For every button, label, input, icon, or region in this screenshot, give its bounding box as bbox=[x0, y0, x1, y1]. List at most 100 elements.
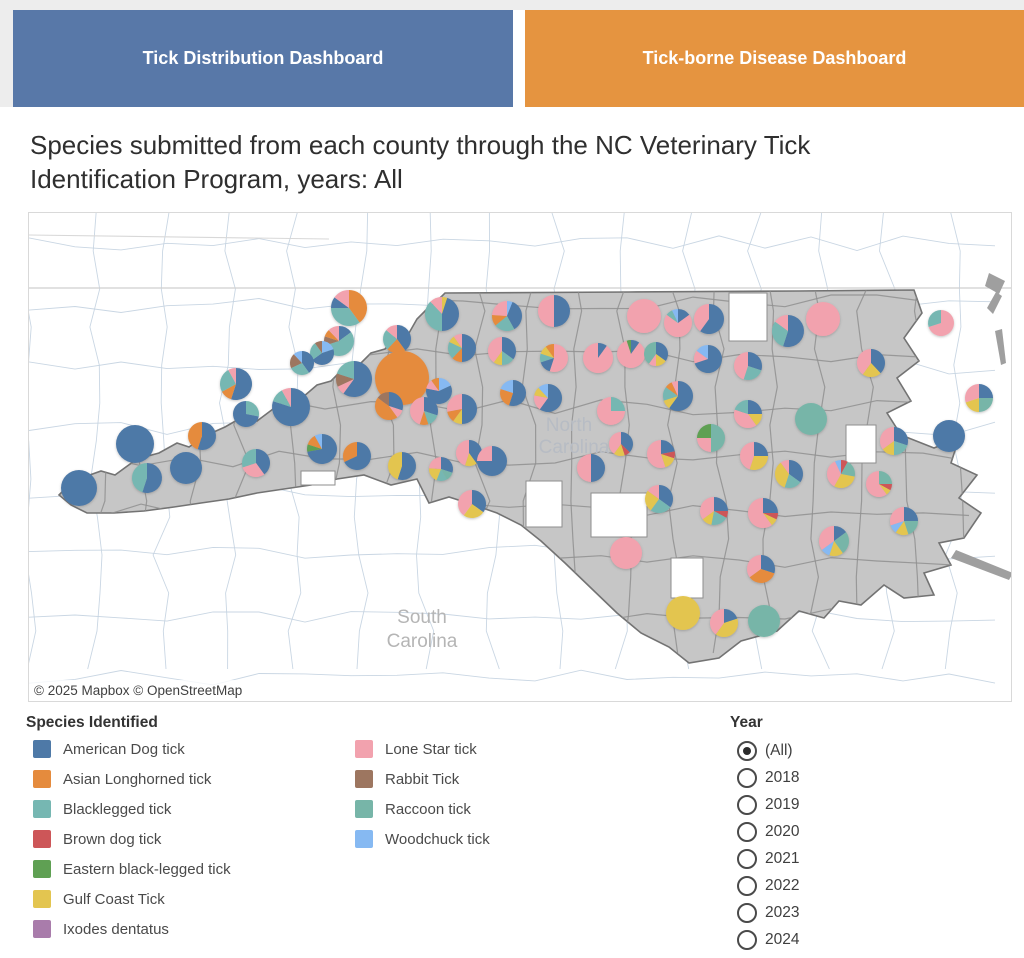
pie-slice-adt[interactable] bbox=[678, 309, 690, 323]
pie-slice-lst[interactable] bbox=[697, 438, 711, 452]
legend-item-lst[interactable]: Lone Star tick bbox=[355, 740, 490, 758]
pie-slice-gct[interactable] bbox=[882, 441, 894, 455]
pie-slice-adt[interactable] bbox=[904, 507, 918, 521]
pie-slice-adt[interactable] bbox=[724, 609, 738, 623]
county-pie[interactable] bbox=[627, 299, 661, 333]
pie-slice-blt[interactable] bbox=[772, 321, 788, 347]
pie-slice-blt[interactable] bbox=[382, 330, 397, 350]
pie-slice-wct[interactable] bbox=[696, 345, 708, 359]
pie-slice-lst[interactable] bbox=[386, 325, 397, 339]
pie-slice-adt[interactable] bbox=[424, 397, 438, 416]
pie-slice-alt[interactable] bbox=[492, 315, 507, 326]
county-pie[interactable] bbox=[272, 388, 311, 426]
pie-slice-alt[interactable] bbox=[307, 435, 322, 449]
county-pie[interactable] bbox=[806, 302, 840, 336]
county-pie[interactable] bbox=[856, 349, 886, 378]
legend-item-gct[interactable]: Gulf Coast Tick bbox=[33, 890, 231, 908]
pie-slice-adt[interactable] bbox=[389, 392, 403, 411]
county-pie[interactable] bbox=[188, 422, 217, 450]
legend-item-wct[interactable]: Woodchuck tick bbox=[355, 830, 490, 848]
pie-slice-adt[interactable] bbox=[933, 420, 965, 452]
county-pie[interactable] bbox=[772, 315, 804, 347]
pie-slice-gct[interactable] bbox=[663, 396, 678, 409]
pie-slice-adt[interactable] bbox=[540, 358, 554, 372]
county-pie[interactable] bbox=[748, 605, 780, 637]
pie-slice-blt[interactable] bbox=[540, 353, 554, 363]
county-pie[interactable] bbox=[866, 471, 892, 497]
pie-slice-wct[interactable] bbox=[835, 460, 841, 474]
pie-slice-adt[interactable] bbox=[197, 422, 217, 450]
county-pie[interactable] bbox=[335, 361, 373, 398]
pie-slice-adt[interactable] bbox=[748, 400, 762, 414]
pie-slice-lst[interactable] bbox=[447, 394, 462, 412]
pie-slice-gct[interactable] bbox=[749, 456, 768, 470]
county-pie[interactable] bbox=[577, 454, 605, 482]
pie-slice-rct[interactable] bbox=[644, 342, 656, 364]
pie-slice-lst[interactable] bbox=[426, 380, 439, 391]
pie-slice-gct[interactable] bbox=[388, 452, 402, 480]
pie-slice-lst[interactable] bbox=[856, 349, 871, 375]
pie-slice-adt[interactable] bbox=[441, 457, 453, 473]
county-pie[interactable] bbox=[382, 325, 412, 354]
county-pie[interactable] bbox=[388, 452, 417, 480]
county-pie[interactable] bbox=[693, 304, 724, 334]
pie-slice-adt[interactable] bbox=[834, 526, 847, 541]
pie-slice-lst[interactable] bbox=[734, 352, 748, 380]
pie-slice-adt[interactable] bbox=[694, 345, 723, 373]
pie-slice-alt[interactable] bbox=[500, 388, 513, 406]
pie-slice-adt[interactable] bbox=[631, 340, 640, 354]
pie-slice-alt[interactable] bbox=[387, 339, 406, 354]
pie-slice-wct[interactable] bbox=[821, 541, 834, 556]
pie-slice-lst[interactable] bbox=[965, 384, 979, 403]
pie-slice-gct[interactable] bbox=[834, 474, 855, 488]
pie-slice-wct[interactable] bbox=[322, 341, 334, 353]
pie-slice-lst[interactable] bbox=[734, 409, 757, 429]
pie-slice-lst[interactable] bbox=[646, 440, 666, 468]
pie-slice-adt[interactable] bbox=[669, 381, 693, 411]
year-radio-2023[interactable]: 2023 bbox=[737, 902, 799, 923]
pie-slice-lst[interactable] bbox=[928, 310, 955, 336]
pie-slice-adt[interactable] bbox=[472, 490, 487, 513]
pie-slice-bdt[interactable] bbox=[841, 460, 848, 474]
legend-item-blt[interactable]: Blacklegged tick bbox=[33, 800, 231, 818]
county-pie[interactable] bbox=[289, 351, 314, 376]
pie-slice-adt[interactable] bbox=[508, 380, 527, 406]
pie-slice-adt[interactable] bbox=[507, 302, 523, 330]
radio-button-icon[interactable] bbox=[737, 929, 757, 950]
county-pie[interactable] bbox=[487, 337, 517, 365]
county-pie[interactable] bbox=[331, 290, 367, 326]
pie-slice-adt[interactable] bbox=[591, 454, 605, 482]
pie-slice-adt[interactable] bbox=[142, 463, 162, 493]
pie-slice-wct[interactable] bbox=[314, 434, 322, 449]
pie-slice-lst[interactable] bbox=[583, 343, 614, 373]
pie-slice-lst[interactable] bbox=[648, 354, 656, 366]
pie-slice-gct[interactable] bbox=[428, 468, 441, 481]
pie-slice-rbt[interactable] bbox=[289, 354, 302, 369]
pie-slice-lst[interactable] bbox=[457, 490, 472, 516]
pie-slice-gct[interactable] bbox=[895, 521, 909, 535]
pie-slice-alt[interactable] bbox=[349, 290, 367, 323]
pie-slice-adt[interactable] bbox=[331, 297, 349, 308]
pie-slice-lst[interactable] bbox=[410, 397, 424, 425]
legend-item-bdt[interactable]: Brown dog tick bbox=[33, 830, 231, 848]
legend-item-rct[interactable]: Raccoon tick bbox=[355, 800, 490, 818]
pie-slice-adt[interactable] bbox=[763, 498, 778, 513]
pie-slice-lst[interactable] bbox=[453, 334, 462, 348]
county-pie[interactable] bbox=[457, 490, 487, 519]
county-pie[interactable] bbox=[424, 297, 460, 331]
pie-slice-adt[interactable] bbox=[233, 401, 259, 427]
pie-slice-alt[interactable] bbox=[431, 378, 439, 391]
pie-slice-blt[interactable] bbox=[662, 387, 678, 401]
pie-slice-gct[interactable] bbox=[666, 596, 700, 630]
county-pie[interactable] bbox=[646, 440, 675, 468]
pie-slice-blt[interactable] bbox=[447, 342, 462, 359]
pie-slice-adt[interactable] bbox=[700, 304, 724, 334]
pie-slice-lst[interactable] bbox=[866, 471, 887, 497]
county-pie[interactable] bbox=[734, 400, 762, 429]
pie-slice-adt[interactable] bbox=[397, 325, 412, 351]
pie-slice-adt[interactable] bbox=[344, 442, 371, 470]
pie-slice-wct[interactable] bbox=[890, 521, 904, 533]
pie-slice-adt[interactable] bbox=[256, 449, 271, 475]
pie-slice-lst[interactable] bbox=[328, 326, 339, 341]
pie-slice-lst[interactable] bbox=[671, 381, 678, 396]
